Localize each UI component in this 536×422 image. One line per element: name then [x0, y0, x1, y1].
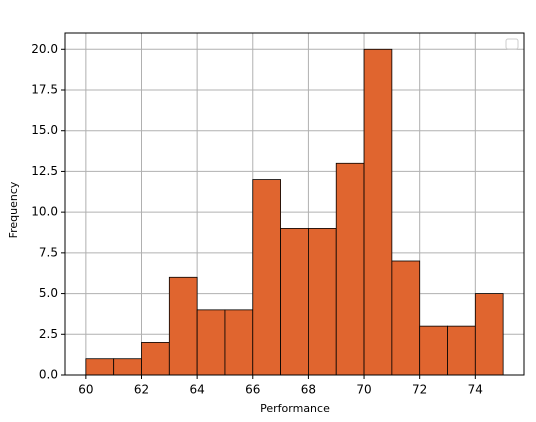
bar: [168, 276, 198, 376]
bar: [308, 228, 337, 376]
bar: [196, 309, 226, 376]
y-tick-label: 20.0: [31, 42, 58, 56]
x-tick-label: 64: [189, 383, 204, 397]
plot-frame: [64, 32, 525, 376]
x-tick-label: 60: [78, 383, 93, 397]
y-tick-label: 5.0: [39, 286, 58, 300]
bar: [252, 179, 281, 376]
y-tick-label: 17.5: [31, 83, 58, 97]
x-tick-label: 74: [468, 383, 483, 397]
bar: [113, 358, 142, 376]
y-tick-label: 12.5: [31, 164, 58, 178]
y-tick-label: 15.0: [31, 123, 58, 137]
bar: [391, 260, 421, 376]
bar: [141, 342, 170, 376]
bar: [85, 358, 115, 376]
x-tick-label: 66: [245, 383, 260, 397]
x-tick-label: 68: [301, 383, 316, 397]
bar: [280, 228, 309, 376]
bar: [363, 48, 393, 376]
x-tick-label: 62: [134, 383, 149, 397]
x-tick-label: 72: [412, 383, 427, 397]
bar: [474, 293, 504, 376]
y-tick-label: 2.5: [39, 327, 58, 341]
bar: [335, 162, 365, 376]
y-tick-label: 0.0: [39, 368, 58, 382]
y-tick-label: 10.0: [31, 205, 58, 219]
bar: [447, 325, 476, 376]
bar: [419, 325, 448, 376]
y-axis-label: Frequency: [7, 181, 20, 238]
x-axis-label: Performance: [260, 402, 330, 415]
y-tick-label: 7.5: [39, 245, 58, 259]
legend-box: [505, 38, 519, 50]
x-tick-label: 70: [356, 383, 371, 397]
bar: [224, 309, 254, 376]
